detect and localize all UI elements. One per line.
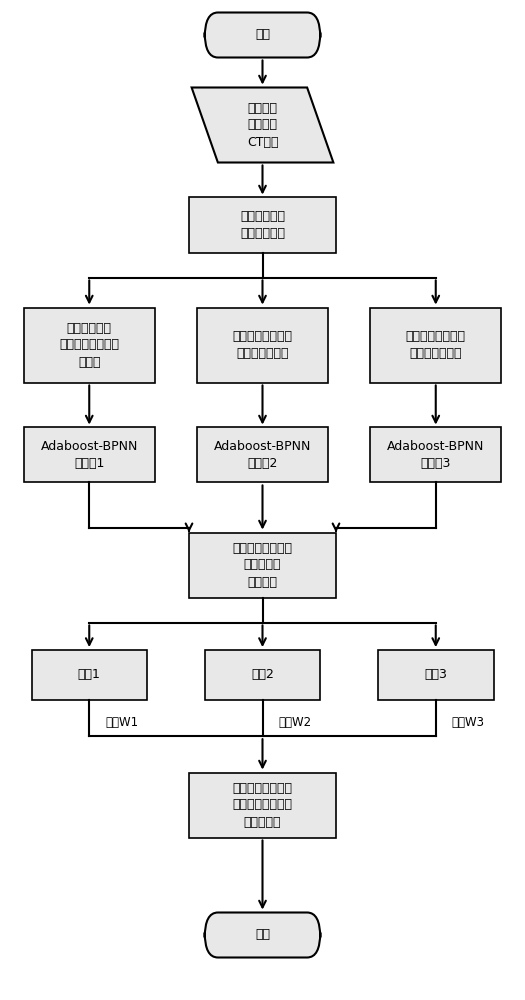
FancyBboxPatch shape — [197, 308, 328, 382]
FancyBboxPatch shape — [24, 427, 155, 482]
Polygon shape — [192, 88, 333, 162]
Text: 权重W1: 权重W1 — [105, 716, 138, 730]
Text: Adaboost-BPNN
分类器2: Adaboost-BPNN 分类器2 — [214, 440, 311, 470]
Text: Adaboost-BPNN
分类器1: Adaboost-BPNN 分类器1 — [40, 440, 138, 470]
Text: 决策3: 决策3 — [424, 668, 447, 682]
FancyBboxPatch shape — [24, 308, 155, 382]
Text: 训练深度卷积
神经网络并提取深
度特征: 训练深度卷积 神经网络并提取深 度特征 — [59, 322, 119, 368]
FancyBboxPatch shape — [189, 532, 336, 598]
FancyBboxPatch shape — [370, 427, 501, 482]
Text: 决策1: 决策1 — [78, 668, 101, 682]
Text: 基于多数表决的原
则对肺结节
进行分类: 基于多数表决的原 则对肺结节 进行分类 — [233, 542, 292, 588]
Text: 结束: 结束 — [255, 928, 270, 942]
FancyBboxPatch shape — [370, 308, 501, 382]
FancyBboxPatch shape — [205, 650, 320, 700]
Text: 决策2: 决策2 — [251, 668, 274, 682]
Text: 将所有决策进行加
权平均得到该肺结
节分类结果: 将所有决策进行加 权平均得到该肺结 节分类结果 — [233, 782, 292, 828]
FancyBboxPatch shape — [205, 912, 320, 958]
Text: 预处理得到肺
结节图像子块: 预处理得到肺 结节图像子块 — [240, 210, 285, 240]
Text: 输入包含
肺结节的
CT切片: 输入包含 肺结节的 CT切片 — [247, 102, 278, 148]
Text: 提取基于傅里叶描
述子的形状特征: 提取基于傅里叶描 述子的形状特征 — [406, 330, 466, 360]
FancyBboxPatch shape — [378, 650, 494, 700]
FancyBboxPatch shape — [197, 427, 328, 482]
FancyBboxPatch shape — [189, 772, 336, 838]
Text: 权重W2: 权重W2 — [278, 716, 311, 730]
FancyBboxPatch shape — [189, 197, 336, 252]
FancyBboxPatch shape — [205, 12, 320, 57]
FancyBboxPatch shape — [32, 650, 147, 700]
Text: 权重W3: 权重W3 — [452, 716, 485, 730]
Text: Adaboost-BPNN
分类器3: Adaboost-BPNN 分类器3 — [387, 440, 485, 470]
Text: 提取基于灰度共生
矩阵的纹理特征: 提取基于灰度共生 矩阵的纹理特征 — [233, 330, 292, 360]
Text: 开始: 开始 — [255, 28, 270, 41]
